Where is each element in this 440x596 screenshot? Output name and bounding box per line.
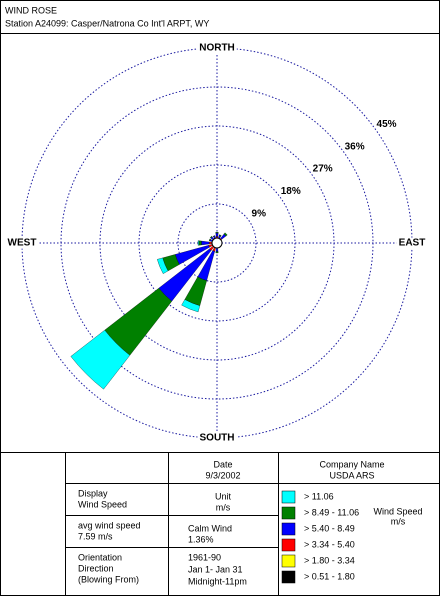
petal-segment — [209, 235, 213, 239]
legend: > 11.06 > 8.49 - 11.06 > 5.40 - 8.49 > 3.34… — [281, 490, 359, 584]
petal-segment — [215, 232, 219, 237]
direction-label: SOUTH — [200, 433, 235, 444]
petal-segment — [215, 247, 219, 252]
grid-ring — [60, 86, 374, 400]
cell: Direction — [78, 563, 114, 573]
legend-swatch — [281, 570, 296, 584]
cell: Midnight-11pm — [188, 576, 247, 586]
ring-label: 9% — [252, 208, 267, 219]
cell: (Blowing From) — [78, 574, 139, 584]
direction-label: WEST — [8, 238, 37, 249]
petal-segment — [181, 299, 201, 313]
cell: m/s — [216, 502, 231, 512]
petal-segment — [157, 257, 169, 274]
cell: 1.36% — [188, 534, 214, 544]
petal-segment — [223, 232, 228, 237]
label-bg — [197, 432, 237, 444]
petal-segment — [70, 329, 131, 390]
cell: Display — [78, 488, 108, 498]
legend-label: > 8.49 - 11.06 — [304, 507, 359, 517]
petal-segment — [198, 240, 202, 246]
grid-ring — [99, 125, 335, 361]
legend-swatch — [281, 490, 296, 504]
legend-label: > 11.06 — [304, 491, 334, 501]
cell: 9/3/2002 — [205, 470, 240, 480]
label-bg — [5, 237, 39, 249]
petals — [70, 232, 228, 390]
cell: Jan 1- Jan 31 — [188, 564, 243, 574]
legend-swatch — [281, 506, 296, 520]
label-bg — [197, 42, 237, 54]
legend-label: > 0.51 - 1.80 — [304, 571, 355, 581]
petal-segment — [197, 240, 200, 246]
cell: avg wind speed — [78, 520, 141, 530]
chart-subtitle: Station A24099: Casper/Natrona Co Int'l … — [5, 18, 209, 28]
cell: Orientation — [78, 552, 122, 562]
direction-label: NORTH — [199, 43, 235, 54]
petal-segment — [218, 234, 222, 237]
petal-segment — [212, 235, 216, 237]
cell: 7.59 m/s — [78, 531, 113, 541]
grid-ring — [177, 203, 257, 283]
ring-label: 45% — [377, 119, 397, 130]
petal-segment — [215, 251, 219, 254]
legend-label: > 5.40 - 8.49 — [304, 523, 355, 533]
legend-swatch — [281, 554, 296, 568]
labels: 9% 18% 27% 36% 45% NORTH EAST SOUTH WEST — [5, 42, 428, 444]
petal-segment — [208, 238, 211, 242]
direction-label: EAST — [399, 238, 426, 249]
cell: Calm Wind — [188, 523, 232, 533]
chart-title: WIND ROSE — [5, 5, 57, 15]
ring-label: 36% — [345, 141, 365, 152]
ring-label: 18% — [281, 186, 301, 197]
legend-swatch — [281, 522, 296, 536]
petal-segment — [215, 232, 219, 234]
legend-swatch — [281, 538, 296, 552]
cell: 1961-90 — [188, 552, 221, 562]
cell: Company Name — [319, 459, 384, 469]
ring-label: 27% — [313, 164, 333, 175]
label-bg — [396, 237, 428, 249]
cell: Unit — [215, 491, 232, 501]
cell: USDA ARS — [329, 470, 374, 480]
calm-circle — [211, 237, 223, 249]
legend-label: > 1.80 - 3.34 — [304, 555, 355, 565]
legend-unit: m/s — [391, 516, 406, 526]
legend-label: > 3.34 - 5.40 — [304, 539, 355, 549]
legend-title: Wind Speed — [373, 506, 422, 516]
cell: Wind Speed — [78, 499, 127, 509]
cell: Date — [213, 459, 232, 469]
grid-ring — [138, 164, 296, 322]
